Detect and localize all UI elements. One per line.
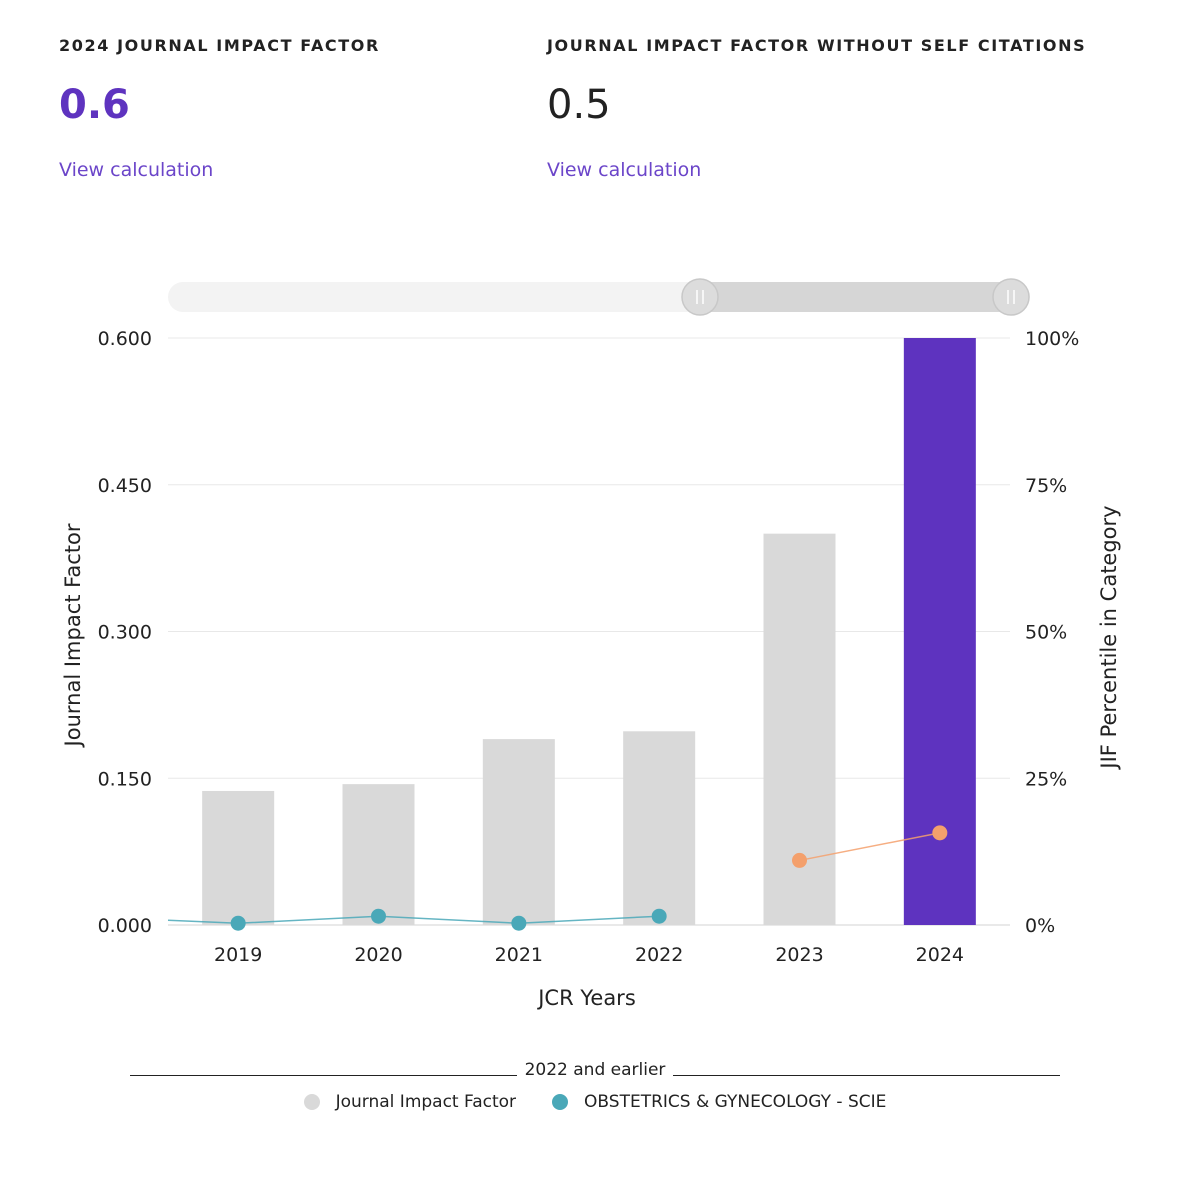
y-tick-label: 0.000: [98, 915, 152, 937]
range-slider-handle-start[interactable]: [681, 278, 719, 316]
jif-no-self-view-calculation-link[interactable]: View calculation: [547, 159, 702, 181]
gridlines: [168, 337, 1010, 926]
range-slider-handle-end[interactable]: [992, 278, 1030, 316]
x-tick-label: 2019: [214, 944, 262, 966]
jif-label: 2024 JOURNAL IMPACT FACTOR: [59, 36, 380, 55]
legend-group-title: 2022 and earlier: [524, 1060, 666, 1080]
series-point-2020: [371, 908, 386, 924]
series-point-2021: [511, 915, 527, 931]
series-point-2023: [792, 852, 807, 868]
jif-no-self-value: 0.5: [547, 82, 611, 128]
y-axis-label: Journal Impact Factor: [61, 523, 85, 748]
jif-no-self-metric: JOURNAL IMPACT FACTOR WITHOUT SELF CITAT…: [547, 36, 1086, 181]
x-tick-label: 2022: [635, 944, 683, 966]
line-series: [167, 825, 948, 931]
range-slider-selection[interactable]: [700, 282, 1011, 312]
y2-tick-label: 25%: [1025, 768, 1067, 790]
x-tick-label: 2024: [916, 944, 964, 966]
x-tick-label: 2023: [775, 944, 823, 966]
bar-2020: [342, 784, 415, 925]
y2-axis-ticks: 0% 25% 50% 75% 100%: [1025, 328, 1079, 937]
jif-chart: 0.000 0.150 0.300 0.450 0.600 0% 25% 50% 75% 100…: [61, 278, 1121, 1010]
y2-tick-label: 75%: [1025, 475, 1067, 497]
x-axis-label: JCR Years: [536, 986, 636, 1010]
y2-axis-label: JIF Percentile in Category: [1097, 505, 1121, 770]
x-axis-ticks: 2019 2020 2021 2022 2023 2024: [214, 944, 964, 966]
y2-tick-label: 50%: [1025, 622, 1067, 644]
legend-label-jif: Journal Impact Factor: [335, 1092, 517, 1112]
y2-tick-label: 100%: [1025, 328, 1079, 350]
series-point-2024: [932, 825, 948, 841]
x-tick-label: 2021: [495, 944, 543, 966]
jif-view-calculation-link[interactable]: View calculation: [59, 159, 214, 181]
series-point-2022: [651, 908, 667, 924]
series-point-2019: [230, 915, 246, 931]
chart-legend: 2022 and earlier Journal Impact Factor O…: [130, 1060, 1061, 1112]
legend-item-category[interactable]: OBSTETRICS & GYNECOLOGY - SCIE: [552, 1092, 886, 1112]
legend-label-category: OBSTETRICS & GYNECOLOGY - SCIE: [584, 1092, 887, 1112]
y-axis-ticks: 0.000 0.150 0.300 0.450 0.600: [98, 328, 152, 937]
y2-tick-label: 0%: [1025, 915, 1055, 937]
legend-group-header: 2022 and earlier: [130, 1060, 1061, 1080]
jif-no-self-label: JOURNAL IMPACT FACTOR WITHOUT SELF CITAT…: [547, 36, 1087, 55]
legend-marker-category: [552, 1094, 569, 1110]
legend-item-jif[interactable]: Journal Impact Factor: [303, 1092, 517, 1112]
y-tick-label: 0.600: [98, 328, 152, 350]
x-tick-label: 2020: [354, 944, 402, 966]
jif-metric: 2024 JOURNAL IMPACT FACTOR 0.6 View calc…: [59, 36, 380, 181]
y-tick-label: 0.150: [98, 768, 152, 790]
legend-marker-jif: [303, 1094, 320, 1110]
bar-2021: [482, 739, 555, 925]
bar-series: [202, 338, 976, 925]
y-tick-label: 0.450: [98, 475, 152, 497]
bar-2022: [623, 731, 696, 925]
year-range-slider[interactable]: [168, 278, 1030, 316]
jif-value: 0.6: [59, 82, 130, 128]
series-line-1: [799, 832, 940, 862]
y-tick-label: 0.300: [98, 622, 152, 644]
legend-rule-right: [673, 1074, 1061, 1076]
legend-rule-left: [130, 1074, 517, 1076]
bar-2019: [202, 790, 275, 925]
